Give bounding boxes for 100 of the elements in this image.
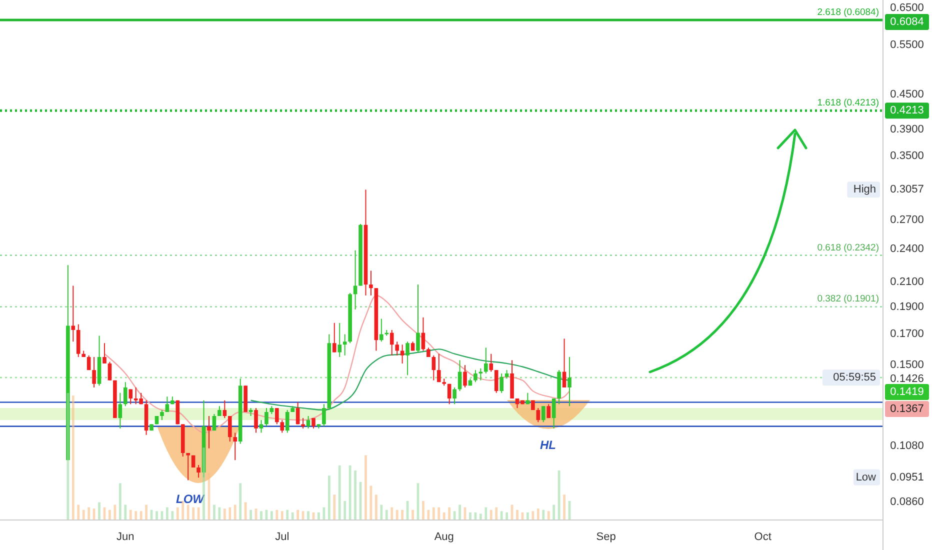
ref-line-label: 2.618 (0.6084) bbox=[817, 7, 879, 18]
bar bbox=[401, 510, 404, 520]
candlestick bbox=[254, 408, 258, 434]
y-tick-label: 0.0860 bbox=[890, 496, 924, 508]
bar bbox=[348, 465, 352, 520]
bar bbox=[296, 510, 300, 520]
y-tick-label: 0.1900 bbox=[890, 300, 924, 313]
bar bbox=[322, 507, 326, 520]
bar bbox=[354, 470, 356, 520]
candlestick bbox=[207, 416, 211, 449]
candlestick bbox=[306, 416, 310, 429]
text: 0.1367 bbox=[890, 402, 924, 415]
bar bbox=[479, 514, 482, 520]
y-tick-label: 0.2400 bbox=[890, 243, 924, 256]
candlestick bbox=[222, 400, 227, 419]
bar bbox=[88, 507, 90, 520]
candlestick bbox=[342, 334, 347, 356]
bar bbox=[495, 507, 498, 520]
bar bbox=[118, 483, 122, 520]
candlestick bbox=[322, 404, 326, 427]
bar bbox=[453, 511, 456, 520]
bar bbox=[333, 494, 336, 520]
candlestick bbox=[452, 386, 456, 405]
bar bbox=[98, 502, 100, 520]
annotation: LOW bbox=[176, 492, 206, 506]
bar bbox=[145, 504, 148, 520]
bar bbox=[307, 511, 310, 520]
bar bbox=[563, 494, 566, 520]
bar bbox=[82, 510, 85, 520]
bar bbox=[228, 507, 232, 520]
bar bbox=[192, 507, 195, 520]
bar bbox=[286, 510, 289, 520]
candlestick bbox=[546, 404, 551, 419]
bar bbox=[156, 511, 158, 520]
bar bbox=[542, 510, 545, 520]
bar bbox=[422, 500, 424, 520]
bar bbox=[500, 511, 503, 520]
candlestick bbox=[494, 370, 498, 394]
ref-line-label: 1.618 (0.4213) bbox=[817, 98, 879, 109]
bar bbox=[223, 508, 226, 520]
candlestick bbox=[562, 338, 566, 388]
candlestick bbox=[536, 408, 540, 423]
bar bbox=[536, 508, 540, 520]
bar bbox=[72, 396, 74, 520]
bar bbox=[166, 507, 168, 520]
bar bbox=[432, 507, 435, 520]
line-series bbox=[104, 294, 570, 434]
x-tick-label: Aug bbox=[434, 531, 454, 543]
bar bbox=[176, 507, 179, 520]
y-tick-label: 0.1500 bbox=[890, 359, 924, 372]
y-tick-label: 0.5500 bbox=[890, 38, 924, 51]
bar bbox=[134, 511, 138, 520]
text: 0.1419 bbox=[890, 386, 924, 398]
candlestick bbox=[228, 416, 232, 442]
candlestick bbox=[380, 318, 384, 342]
y-tick-label: 0.2700 bbox=[890, 214, 924, 226]
bar bbox=[532, 511, 534, 520]
candlestick bbox=[296, 402, 300, 425]
candlestick bbox=[421, 316, 426, 352]
y-tick-label: 0.3500 bbox=[890, 150, 924, 162]
candlestick bbox=[301, 418, 305, 429]
candlestick bbox=[191, 454, 196, 468]
bar bbox=[484, 507, 488, 520]
bar bbox=[526, 512, 529, 520]
y-tick-label: 0.1426 bbox=[890, 373, 924, 386]
bar bbox=[374, 494, 378, 520]
bar bbox=[239, 483, 242, 520]
candlestick bbox=[233, 432, 238, 461]
candlestick bbox=[541, 406, 546, 423]
candlestick bbox=[92, 356, 96, 388]
annotation: HL bbox=[540, 438, 556, 452]
candlestick bbox=[212, 414, 216, 432]
bar bbox=[244, 502, 247, 520]
bar bbox=[458, 504, 461, 520]
y-tick-label: 0.3900 bbox=[890, 124, 924, 136]
bar bbox=[328, 476, 330, 520]
y-tick-label: 0.4213 bbox=[890, 104, 924, 117]
bar bbox=[390, 507, 394, 520]
candlestick bbox=[280, 420, 284, 434]
bar bbox=[213, 504, 216, 520]
bar bbox=[469, 512, 472, 520]
candlestick bbox=[102, 342, 106, 364]
candlestick bbox=[160, 410, 164, 421]
candlestick bbox=[259, 420, 264, 434]
x-tick-label: Oct bbox=[754, 531, 772, 543]
x-tick-label: Jul bbox=[275, 531, 290, 543]
bar bbox=[114, 504, 116, 520]
bar bbox=[77, 504, 80, 520]
bar bbox=[506, 512, 508, 520]
bar bbox=[218, 507, 221, 520]
bar bbox=[516, 510, 518, 520]
y-tick-label: 0.1700 bbox=[890, 328, 924, 340]
candlestick bbox=[86, 354, 91, 371]
y-tick-label: 0.3057 bbox=[890, 184, 924, 196]
bar bbox=[442, 512, 446, 520]
candlestick bbox=[489, 353, 494, 372]
bar bbox=[260, 511, 262, 520]
candlestick bbox=[186, 452, 190, 481]
candlestick bbox=[338, 322, 342, 358]
bar bbox=[140, 511, 142, 520]
